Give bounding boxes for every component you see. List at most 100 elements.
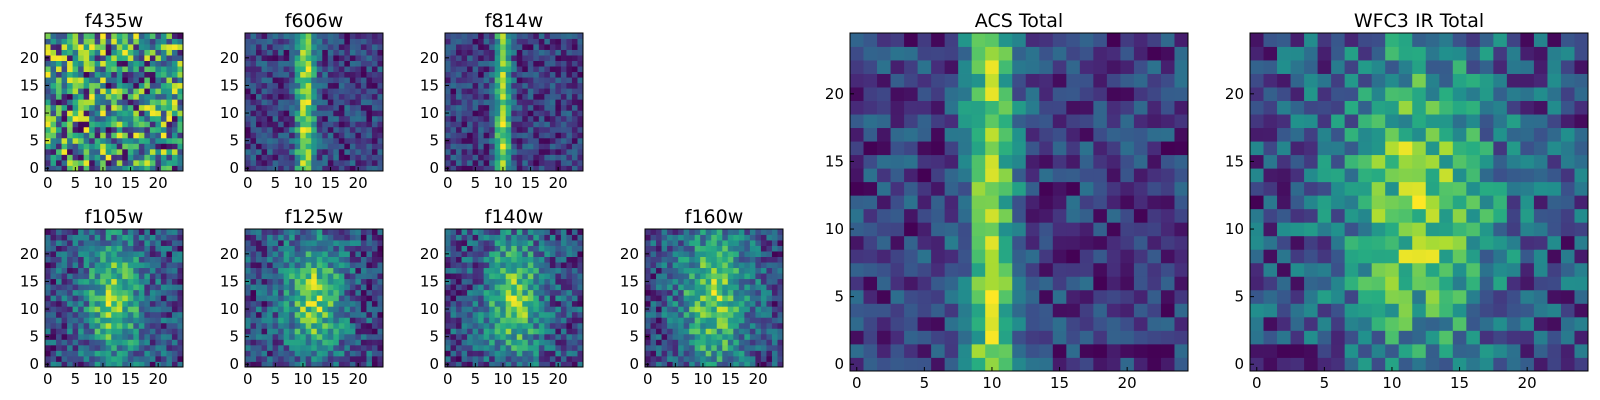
heatmap-cell bbox=[527, 262, 534, 269]
heatmap-cell bbox=[45, 132, 51, 139]
heatmap-cell bbox=[711, 295, 718, 302]
heatmap-cell bbox=[278, 245, 285, 252]
heatmap-cell bbox=[777, 289, 784, 296]
heatmap-cell bbox=[72, 300, 79, 307]
heatmap-cell bbox=[516, 355, 523, 362]
heatmap-cell bbox=[78, 361, 85, 368]
heatmap-cell bbox=[327, 132, 334, 139]
heatmap-cell bbox=[377, 361, 384, 368]
heatmap-cell bbox=[555, 278, 562, 285]
heatmap-cell bbox=[316, 60, 323, 67]
heatmap-cell bbox=[516, 38, 523, 45]
heatmap-cell bbox=[289, 93, 296, 100]
heatmap-cell bbox=[278, 99, 285, 106]
heatmap-cell bbox=[283, 328, 290, 335]
heatmap-cell bbox=[267, 165, 273, 172]
heatmap-cell bbox=[727, 273, 734, 280]
heatmap-cell bbox=[155, 322, 162, 329]
heatmap-cell bbox=[711, 273, 718, 280]
heatmap-cell bbox=[111, 317, 118, 324]
heatmap-cell bbox=[555, 33, 562, 39]
heatmap-cell bbox=[533, 99, 540, 106]
heatmap-cell bbox=[322, 148, 329, 155]
heatmap-cell bbox=[505, 159, 512, 166]
heatmap-cell bbox=[456, 350, 462, 357]
heatmap-cell bbox=[755, 300, 762, 307]
heatmap-cell bbox=[571, 126, 578, 133]
heatmap-cell bbox=[456, 93, 462, 100]
heatmap-cell bbox=[1052, 249, 1067, 264]
heatmap-cell bbox=[689, 229, 696, 235]
heatmap-cell bbox=[577, 104, 584, 111]
heatmap-cell bbox=[360, 333, 367, 340]
heatmap-cell bbox=[283, 245, 290, 252]
heatmap-cell bbox=[327, 99, 334, 106]
heatmap-cell bbox=[166, 159, 173, 166]
heatmap-cell bbox=[516, 159, 523, 166]
heatmap-cell bbox=[105, 82, 112, 89]
heatmap-cell bbox=[67, 55, 73, 61]
heatmap-cell bbox=[94, 77, 101, 84]
heatmap-cell bbox=[727, 284, 734, 291]
heatmap-cell bbox=[1039, 262, 1054, 277]
heatmap-cell bbox=[683, 289, 690, 296]
heatmap-cell bbox=[300, 262, 307, 269]
heatmap-cell bbox=[305, 143, 312, 150]
heatmap-cell bbox=[278, 38, 285, 45]
heatmap-cell bbox=[78, 159, 85, 166]
heatmap-cell bbox=[722, 355, 729, 362]
heatmap-cell bbox=[549, 49, 556, 56]
heatmap-cell bbox=[267, 115, 273, 122]
heatmap-cell bbox=[371, 115, 378, 122]
heatmap-cell bbox=[656, 262, 662, 269]
heatmap-cell bbox=[1106, 181, 1121, 196]
heatmap-cell bbox=[472, 137, 479, 144]
heatmap-cell bbox=[667, 240, 673, 246]
heatmap-cell bbox=[538, 262, 545, 269]
heatmap-cell bbox=[144, 104, 151, 111]
heatmap-cell bbox=[272, 311, 279, 318]
heatmap-cell bbox=[338, 256, 345, 263]
heatmap-cell bbox=[45, 273, 51, 280]
heatmap-cell bbox=[711, 333, 718, 340]
heatmap-cell bbox=[656, 333, 662, 340]
heatmap-cell bbox=[377, 267, 384, 274]
heatmap-cell bbox=[877, 222, 891, 237]
heatmap-cell bbox=[566, 165, 573, 172]
heatmap-cell bbox=[111, 132, 118, 139]
heatmap-cell bbox=[261, 234, 268, 241]
heatmap-cell bbox=[533, 234, 540, 241]
heatmap-cell bbox=[138, 82, 145, 89]
heatmap-cell bbox=[1066, 195, 1081, 210]
heatmap-cell bbox=[371, 240, 378, 246]
heatmap-cell bbox=[1174, 289, 1189, 304]
heatmap-cell bbox=[250, 339, 257, 346]
heatmap-cell bbox=[116, 121, 123, 128]
heatmap-cell bbox=[505, 256, 512, 263]
heatmap-cell bbox=[489, 256, 496, 263]
heatmap-cell bbox=[456, 234, 462, 241]
heatmap-cell bbox=[45, 60, 51, 67]
heatmap-cell bbox=[450, 88, 457, 95]
heatmap-cell bbox=[67, 148, 73, 155]
heatmap-cell bbox=[45, 344, 51, 351]
heatmap-cell bbox=[160, 229, 167, 235]
heatmap-cell bbox=[1174, 235, 1189, 250]
heatmap-cell bbox=[527, 295, 534, 302]
heatmap-cell bbox=[166, 339, 173, 346]
y-tick-label: 15 bbox=[220, 272, 239, 290]
heatmap-cell bbox=[667, 344, 673, 351]
heatmap-cell bbox=[777, 240, 784, 246]
heatmap-cell bbox=[305, 262, 312, 269]
heatmap-cell bbox=[177, 361, 184, 368]
heatmap-cell bbox=[661, 311, 668, 318]
heatmap-cell bbox=[890, 154, 905, 169]
heatmap-cell bbox=[305, 256, 312, 263]
heatmap-cell bbox=[450, 339, 457, 346]
heatmap-cell bbox=[650, 240, 657, 246]
heatmap-cell bbox=[571, 154, 578, 161]
heatmap-cell bbox=[122, 339, 129, 346]
heatmap-cell bbox=[89, 77, 96, 84]
heatmap-cell bbox=[166, 44, 173, 50]
heatmap-cell bbox=[83, 322, 90, 329]
